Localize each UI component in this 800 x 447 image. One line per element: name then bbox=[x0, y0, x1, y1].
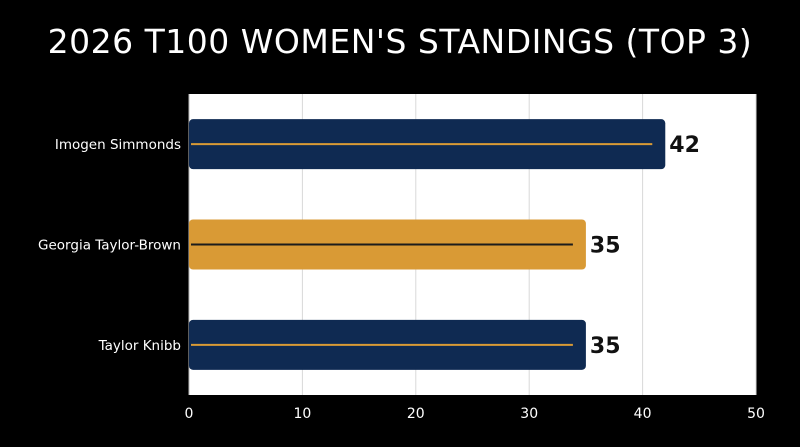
x-tick-label: 10 bbox=[293, 406, 311, 422]
x-tick-label: 40 bbox=[634, 406, 652, 422]
x-axis-ticks: 0 10 20 30 40 50 bbox=[185, 406, 765, 422]
category-label: Georgia Taylor-Brown bbox=[38, 238, 181, 254]
category-label: Taylor Knibb bbox=[98, 338, 181, 354]
x-tick-label: 30 bbox=[520, 406, 538, 422]
bars: 42 35 35 bbox=[189, 119, 700, 370]
x-tick-label: 20 bbox=[407, 406, 425, 422]
chart-title: 2026 T100 WOMEN'S STANDINGS (TOP 3) bbox=[47, 22, 753, 61]
x-tick-label: 0 bbox=[185, 406, 194, 422]
category-label: Imogen Simmonds bbox=[55, 137, 181, 153]
category-labels: Imogen Simmonds Georgia Taylor-Brown Taylo… bbox=[38, 137, 181, 354]
data-label: 42 bbox=[669, 133, 700, 158]
x-tick-label: 50 bbox=[747, 406, 765, 422]
data-label: 35 bbox=[590, 334, 621, 359]
data-label: 35 bbox=[590, 234, 621, 259]
